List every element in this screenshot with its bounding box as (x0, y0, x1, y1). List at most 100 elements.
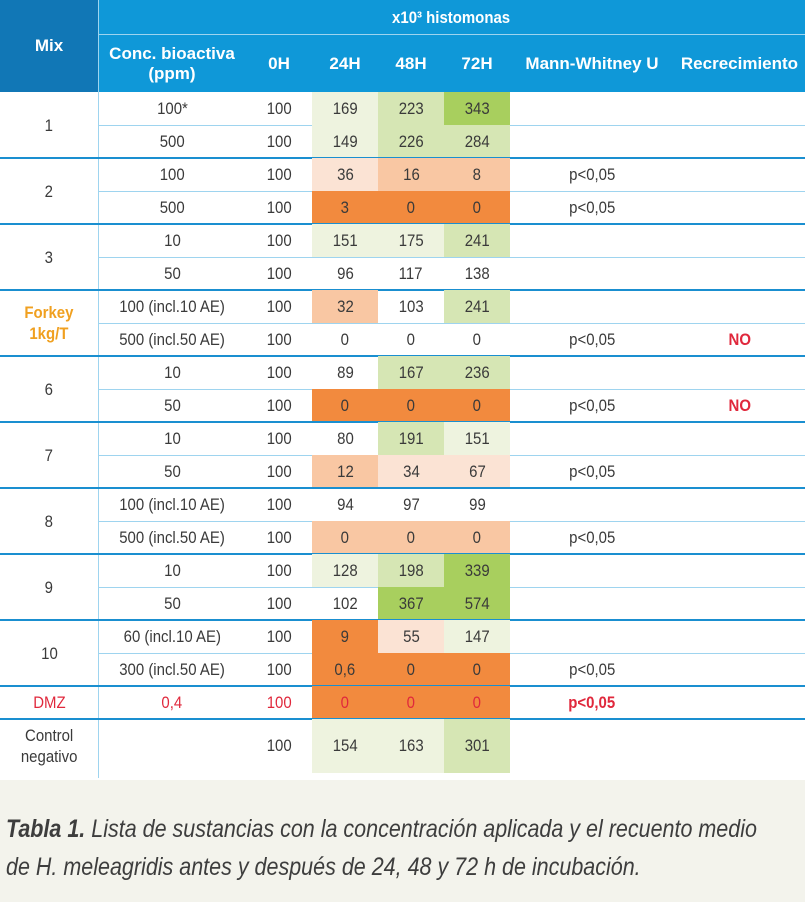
cell-h48: 0 (378, 686, 444, 719)
cell-h0: 100 (266, 165, 292, 184)
h72-column-header: 72H (461, 53, 493, 73)
cell-conc: 100 (incl.10 AE) (119, 297, 225, 316)
cell-mw: p<0,05 (568, 528, 616, 547)
cell-h24: 0 (312, 686, 378, 719)
cell-conc: 300 (incl.50 AE) (119, 660, 225, 679)
cell-h72: 67 (444, 455, 510, 488)
cell-h0: 100 (266, 99, 292, 118)
cell-h24: 9 (312, 620, 378, 653)
cell-h72: 138 (464, 264, 490, 283)
cell-rec (674, 521, 805, 554)
cell-h24: 151 (312, 224, 378, 257)
cell-h24: 32 (312, 290, 378, 323)
cell-mw: p<0,05 (568, 165, 616, 184)
cell-rec (674, 125, 805, 158)
table-caption: Tabla 1. Lista de sustancias con la conc… (6, 810, 757, 886)
cell-h48: 163 (378, 719, 444, 773)
cell-h24: 80 (336, 429, 354, 448)
cell-mw (510, 257, 674, 290)
cell-h24: 36 (312, 158, 378, 191)
cell-conc: 100 (159, 165, 185, 184)
cell-h0: 100 (266, 132, 292, 151)
mix-label: 9 (44, 577, 54, 597)
cell-conc (98, 719, 246, 773)
cell-conc: 100* (156, 99, 188, 118)
cell-conc: 10 (163, 363, 181, 382)
cell-mw (510, 224, 674, 257)
cell-h48: 0 (378, 191, 444, 224)
mann-whitney-column-header: Mann-Whitney U (525, 53, 659, 73)
cell-h48: 97 (402, 495, 420, 514)
cell-h48: 34 (378, 455, 444, 488)
cell-h72: 339 (444, 554, 510, 587)
cell-rec (674, 686, 805, 719)
cell-h48: 0 (406, 330, 416, 349)
cell-h48: 55 (378, 620, 444, 653)
cell-rec (674, 224, 805, 257)
cell-h24: 128 (312, 554, 378, 587)
cell-conc: 0,4 (161, 693, 183, 712)
cell-mw: p<0,05 (568, 693, 616, 712)
mix-label: Control negativo (20, 726, 78, 766)
cell-mw: p<0,05 (568, 330, 616, 349)
cell-h72: 0 (444, 653, 510, 686)
mix-label: 6 (44, 379, 54, 399)
cell-h72: 241 (444, 224, 510, 257)
cell-h72: 0 (472, 330, 482, 349)
caption-area: Tabla 1. Lista de sustancias con la conc… (0, 780, 805, 902)
caption-text-line2: de H. meleagridis antes y después de 24,… (6, 853, 641, 881)
cell-h48: 198 (378, 554, 444, 587)
cell-h0: 100 (266, 429, 292, 448)
cell-rec (674, 554, 805, 587)
cell-mw: p<0,05 (568, 462, 616, 481)
cell-rec (674, 257, 805, 290)
cell-conc: 50 (163, 462, 181, 481)
conc-column-header: Conc. bioactiva (ppm) (109, 43, 235, 83)
recrecimiento-column-header: Recrecimiento (680, 53, 799, 73)
cell-h72: 147 (444, 620, 510, 653)
cell-rec (674, 719, 805, 773)
mix-label: 10 (40, 643, 58, 663)
cell-rec: NO (728, 396, 751, 415)
caption-label: Tabla 1. (6, 815, 86, 843)
cell-h48: 0 (378, 521, 444, 554)
cell-h24: 0 (340, 330, 350, 349)
cell-h24: 12 (312, 455, 378, 488)
cell-mw (510, 422, 674, 455)
cell-h0: 100 (266, 396, 292, 415)
cell-h0: 100 (266, 264, 292, 283)
cell-h48: 226 (378, 125, 444, 158)
cell-h48: 175 (378, 224, 444, 257)
histomonas-group-title: x10³ histomonas (392, 8, 511, 27)
cell-h72: 236 (444, 356, 510, 389)
cell-mw: p<0,05 (568, 660, 616, 679)
cell-h0: 100 (266, 330, 292, 349)
cell-h0: 100 (266, 495, 292, 514)
h0-column-header: 0H (268, 53, 290, 73)
cell-h24: 0 (312, 521, 378, 554)
cell-h48: 0 (378, 389, 444, 422)
cell-h24: 0 (312, 389, 378, 422)
cell-h72: 0 (444, 389, 510, 422)
cell-rec (674, 620, 805, 653)
results-table: x10³ histomonas Mix Conc. bioactiva (ppm)… (0, 0, 805, 780)
cell-mw (510, 488, 674, 521)
cell-rec (674, 653, 805, 686)
mix-label: 1 (44, 115, 54, 135)
cell-conc: 500 (incl.50 AE) (119, 528, 225, 547)
cell-h24: 102 (332, 594, 358, 613)
cell-conc: 50 (163, 396, 181, 415)
cell-h72: 301 (444, 719, 510, 773)
cell-h48: 367 (378, 587, 444, 620)
cell-h0: 100 (266, 198, 292, 217)
mix-column-header: Mix (34, 36, 64, 55)
cell-h48: 117 (399, 264, 423, 283)
caption-text: Lista de sustancias con la concentración… (85, 815, 757, 843)
cell-conc: 60 (incl.10 AE) (123, 627, 221, 646)
cell-h0: 100 (266, 528, 292, 547)
cell-h24: 149 (312, 125, 378, 158)
cell-conc: 500 (159, 132, 185, 151)
cell-h24: 3 (312, 191, 378, 224)
cell-h72: 343 (444, 92, 510, 125)
cell-h48: 223 (378, 92, 444, 125)
